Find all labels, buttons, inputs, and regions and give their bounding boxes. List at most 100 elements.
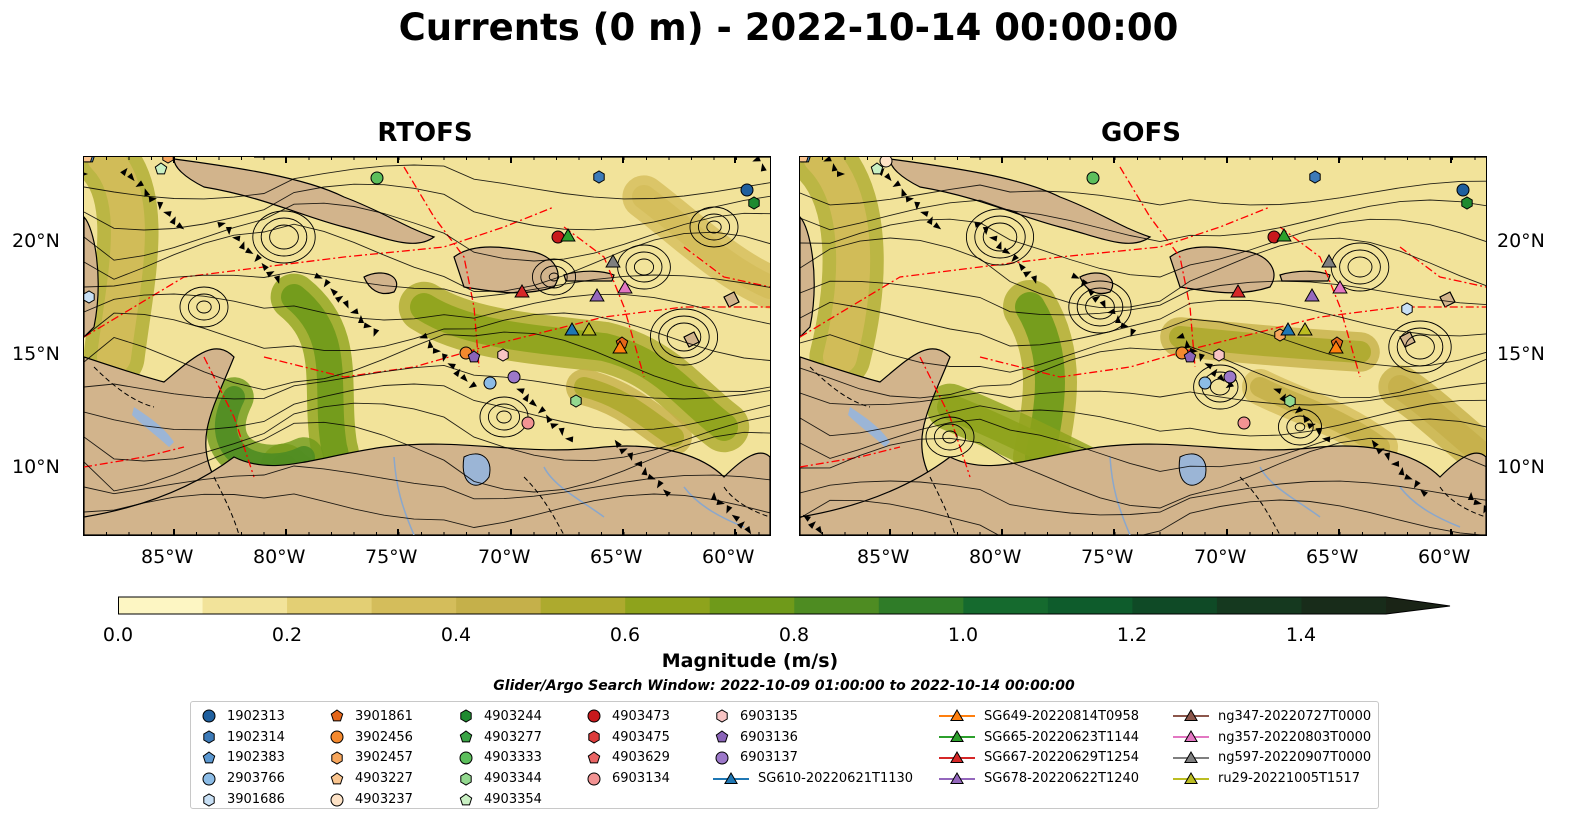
legend-label: 4903354 bbox=[484, 792, 542, 808]
streamline bbox=[84, 293, 770, 325]
streamline-arrow bbox=[217, 222, 226, 228]
colorbar-segment bbox=[625, 597, 711, 614]
legend-item: 1902383 bbox=[199, 748, 285, 769]
streamline-arrow bbox=[619, 448, 628, 455]
streamline-arrow bbox=[710, 492, 717, 501]
colorbar-segment bbox=[709, 597, 795, 614]
streamline bbox=[84, 202, 770, 262]
panel-title-gofs: GOFS bbox=[1101, 118, 1181, 148]
streamline-arrow bbox=[914, 201, 921, 210]
eddy-streamline bbox=[706, 220, 722, 234]
streamline-arrow bbox=[419, 332, 428, 339]
streamline-arrow bbox=[314, 272, 323, 279]
streamline-arrow bbox=[135, 180, 144, 187]
legend-item: ng357-20220803T0000 bbox=[1172, 727, 1371, 748]
streamline-arrow bbox=[1011, 254, 1019, 263]
streamline bbox=[800, 180, 1486, 206]
streamline-arrow bbox=[995, 241, 1002, 250]
streamline bbox=[800, 418, 1486, 472]
legend-item: 4903344 bbox=[456, 768, 542, 789]
marker-ng597-20220907T0000 bbox=[1321, 253, 1337, 268]
streamline-arrow bbox=[802, 514, 811, 522]
legend-column: 6903135 6903136 6903137 SG610-20220621T1130 bbox=[712, 706, 913, 789]
streamline-arrow bbox=[363, 322, 372, 329]
gofs-map bbox=[799, 156, 1487, 536]
streamline-arrow bbox=[358, 315, 365, 324]
streamline-arrow bbox=[1130, 328, 1137, 337]
streamline-arrow bbox=[330, 288, 338, 296]
streamline-arrow bbox=[1087, 288, 1095, 296]
legend-item: 4903227 bbox=[327, 768, 413, 789]
legend-item: 2903766 bbox=[199, 768, 285, 789]
streamline-arrow bbox=[546, 414, 553, 423]
marker-ru29-20221005T1517 bbox=[1297, 321, 1313, 336]
colorbar-tick-6: 1.2 bbox=[1116, 624, 1148, 646]
colorbar-segment bbox=[540, 597, 626, 614]
eddy-streamline bbox=[179, 286, 229, 328]
legend-column: ng347-20220727T0000 ng357-20220803T0000 ng… bbox=[1172, 706, 1371, 789]
eddy-streamline bbox=[633, 258, 655, 276]
streamline-arrow bbox=[1018, 262, 1026, 271]
streamline bbox=[84, 402, 770, 462]
streamline bbox=[84, 421, 770, 493]
marker-4903227 bbox=[800, 157, 809, 163]
lon-label-gofs-75: 75°W bbox=[1081, 546, 1134, 568]
streamline bbox=[800, 237, 1486, 309]
colorbar-tick-0: 0.0 bbox=[102, 624, 134, 646]
marker-6903135 bbox=[497, 348, 509, 362]
lon-label-gofs-65: 65°W bbox=[1306, 546, 1359, 568]
legend-item: SG610-20220621T1130 bbox=[712, 768, 913, 789]
streamline bbox=[84, 164, 770, 200]
streamline bbox=[800, 382, 1486, 406]
legend-label: ru29-20221005T1517 bbox=[1218, 771, 1361, 787]
lake-maracaibo bbox=[1178, 453, 1207, 486]
speed-band-core bbox=[1250, 377, 1390, 457]
eddy-streamline bbox=[269, 224, 299, 250]
streamline-arrow bbox=[892, 180, 901, 187]
legend-label: 4903237 bbox=[355, 792, 413, 808]
streamline-arrow bbox=[373, 328, 380, 337]
legend-item: SG649-20220814T0958 bbox=[938, 706, 1139, 727]
streamline bbox=[800, 399, 1486, 437]
lon-label-gofs-85: 85°W bbox=[857, 546, 910, 568]
streamline-arrow bbox=[744, 526, 752, 535]
colorbar-segment bbox=[1132, 597, 1218, 614]
legend-marker-icon bbox=[587, 751, 601, 764]
streamline-arrow bbox=[760, 163, 767, 172]
legend-item: 3902456 bbox=[327, 727, 413, 748]
streamline-arrow bbox=[808, 521, 816, 529]
lon-label-rtofs-80: 80°W bbox=[253, 546, 306, 568]
streamline-arrow bbox=[1398, 467, 1405, 476]
streamline-arrow bbox=[148, 196, 157, 203]
eez-boundary bbox=[800, 206, 1271, 338]
streamline-arrow bbox=[163, 211, 172, 217]
streamline-arrow bbox=[716, 499, 725, 506]
land-mass bbox=[889, 158, 1152, 244]
streamline-arrow bbox=[731, 514, 740, 522]
marker-1902314 bbox=[593, 170, 605, 184]
river bbox=[1109, 456, 1131, 535]
streamline-arrow bbox=[1391, 460, 1400, 467]
country-border bbox=[93, 366, 155, 408]
country-border bbox=[723, 486, 770, 518]
streamline-arrow bbox=[647, 473, 656, 480]
eez-boundary bbox=[979, 306, 1486, 378]
legend-label: 6903135 bbox=[740, 708, 798, 724]
marker-1902313 bbox=[1456, 183, 1470, 197]
colorbar-tick-4: 0.8 bbox=[778, 624, 810, 646]
streamline-arrow bbox=[232, 235, 241, 242]
colorbar-segment bbox=[1047, 597, 1133, 614]
land-mass bbox=[363, 272, 398, 295]
legend-label: 4903333 bbox=[484, 750, 542, 766]
colorbar-segment bbox=[963, 597, 1049, 614]
legend-column: SG649-20220814T0958 SG665-20220623T1144 SG… bbox=[938, 706, 1139, 789]
streamline-arrow bbox=[144, 188, 151, 197]
eddy-streamline bbox=[1396, 327, 1444, 367]
legend-item: 4903629 bbox=[584, 748, 670, 769]
streamline-arrow bbox=[442, 353, 448, 362]
legend-label: 3901686 bbox=[227, 792, 285, 808]
streamline-arrow bbox=[1204, 363, 1213, 370]
speed-band-core bbox=[803, 157, 871, 374]
legend-item: SG667-20220629T1254 bbox=[938, 748, 1139, 769]
eez-boundary bbox=[683, 246, 770, 288]
